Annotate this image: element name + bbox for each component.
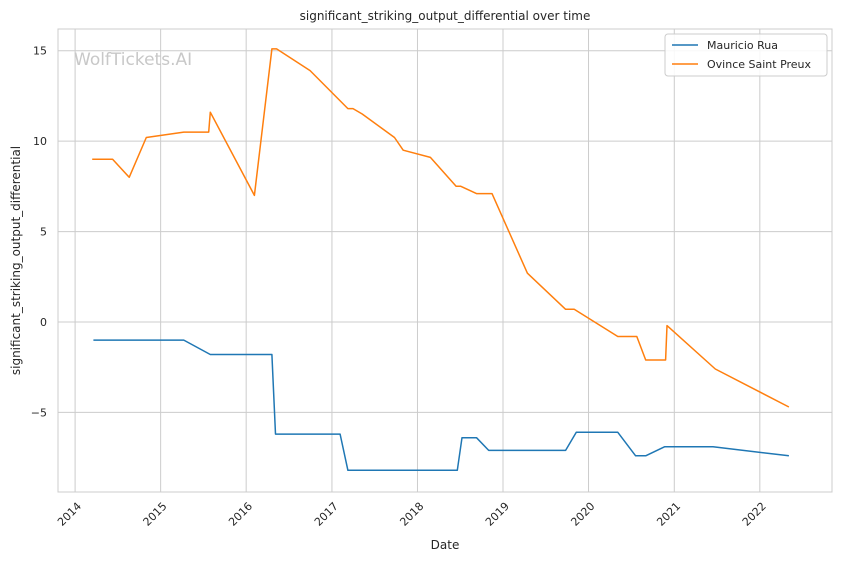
y-tick-label: 10 bbox=[33, 135, 47, 148]
legend-label: Mauricio Rua bbox=[707, 39, 778, 52]
series-line-ovince-saint-preux bbox=[92, 48, 790, 408]
x-axis-label: Date bbox=[431, 538, 460, 552]
legend-label: Ovince Saint Preux bbox=[707, 58, 812, 71]
legend-box bbox=[664, 33, 828, 77]
series-lines bbox=[92, 48, 790, 472]
y-axis-label: significant_striking_output_differential bbox=[9, 146, 23, 375]
legend: Mauricio Rua Ovince Saint Preux bbox=[664, 33, 828, 77]
grid-lines bbox=[58, 29, 832, 492]
y-tick-label: −5 bbox=[31, 406, 47, 419]
y-tick-label: 15 bbox=[33, 45, 47, 58]
y-tick-label: 5 bbox=[40, 226, 47, 239]
chart-title: significant_striking_output_differential… bbox=[300, 9, 591, 23]
y-tick-label: 0 bbox=[40, 316, 47, 329]
plot-area bbox=[58, 29, 832, 492]
series-line-mauricio-rua bbox=[93, 339, 789, 472]
plot-frame bbox=[57, 28, 833, 493]
watermark-text: WolfTickets.AI bbox=[74, 50, 192, 70]
